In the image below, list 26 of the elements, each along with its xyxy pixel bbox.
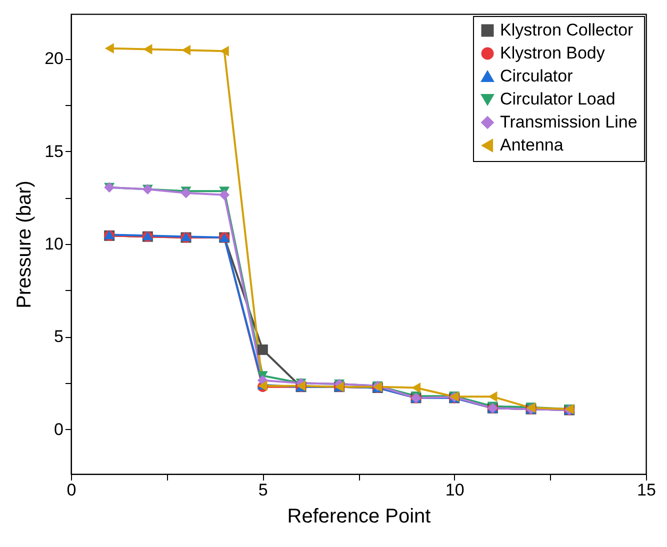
y-axis-title: Pressure (bar) [14, 180, 36, 308]
point [257, 344, 268, 355]
point [488, 391, 498, 402]
point [181, 44, 191, 56]
legend-label: Transmission Line [500, 112, 638, 132]
legend-label: Antenna [500, 136, 564, 154]
legend-label: Klystron Collector [500, 20, 634, 40]
point [220, 46, 229, 56]
x-tick-label: 10 [445, 480, 464, 500]
point [104, 43, 114, 54]
point [143, 44, 152, 54]
legend-label: Circulator Load [500, 90, 616, 108]
point [219, 190, 230, 200]
x-axis-title: Reference Point [287, 506, 432, 528]
y-tick-label: 5 [54, 327, 64, 346]
legend-label: Klystron Body [500, 44, 606, 62]
y-tick-label: 10 [44, 234, 64, 254]
y-tick-label: 15 [44, 142, 64, 161]
x-tick-label: 15 [637, 480, 656, 500]
x-tick-label: 5 [258, 480, 268, 500]
x-tick-label: 0 [66, 480, 76, 500]
y-tick-label: 20 [44, 49, 64, 68]
point [180, 188, 192, 198]
y-tick-label: 0 [54, 420, 64, 439]
point [411, 382, 421, 393]
legend-label: Circulator [500, 66, 574, 86]
